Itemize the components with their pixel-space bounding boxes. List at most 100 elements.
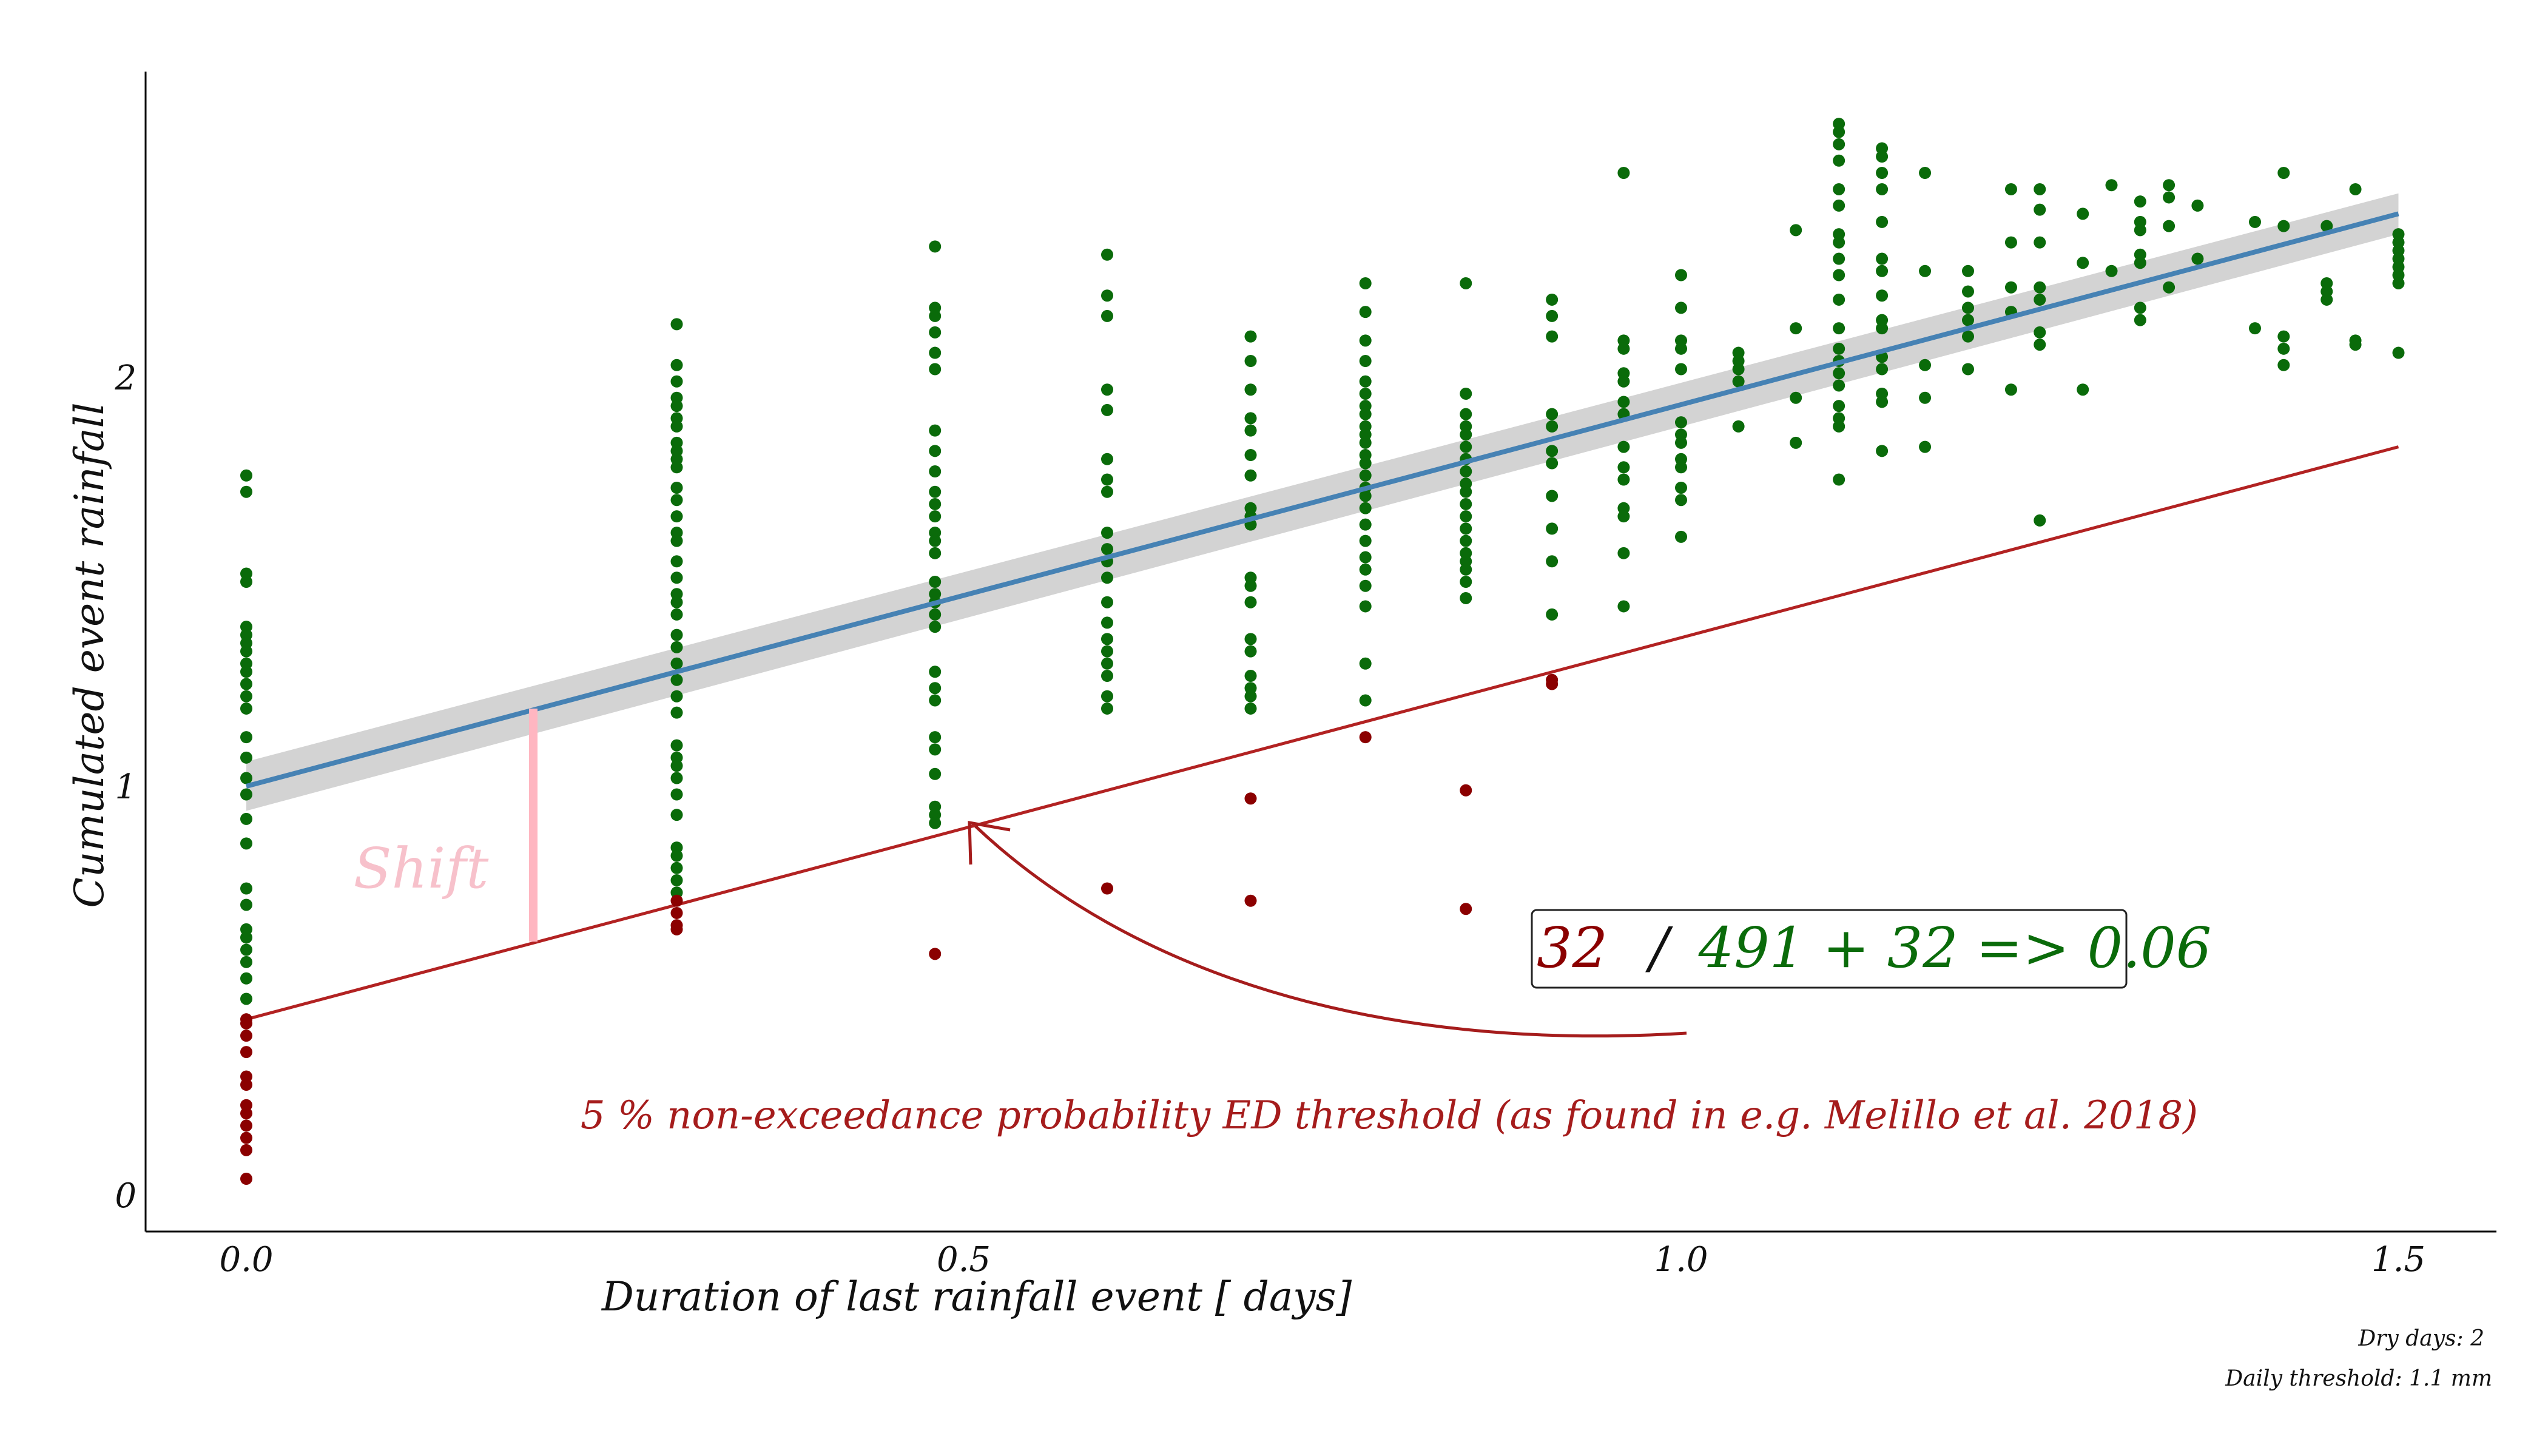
data-point-above-threshold: [1833, 252, 1845, 265]
data-point-above-threshold: [929, 534, 942, 547]
data-point-above-threshold: [1833, 400, 1845, 413]
data-point-above-threshold: [1101, 645, 1113, 658]
data-point-above-threshold: [1732, 375, 1745, 388]
data-point-above-threshold: [2034, 339, 2046, 351]
ratio-numerator: 32: [1537, 915, 1608, 980]
data-point-above-threshold: [1460, 485, 1472, 498]
data-point-above-threshold: [1617, 510, 1630, 523]
data-point-above-threshold: [1675, 363, 1687, 376]
data-point-above-threshold: [670, 690, 683, 703]
data-point-above-threshold: [1876, 167, 1889, 179]
data-point-above-threshold: [1359, 518, 1372, 531]
data-point-above-threshold: [929, 363, 942, 376]
data-point-above-threshold: [670, 461, 683, 474]
data-point-above-threshold: [1833, 236, 1845, 249]
data-point-above-threshold: [1617, 440, 1630, 453]
data-point-above-threshold: [670, 641, 683, 653]
data-point-above-threshold: [1732, 420, 1745, 433]
data-point-above-threshold: [670, 657, 683, 670]
data-point-above-threshold: [1919, 391, 1932, 404]
data-point-above-threshold: [1732, 363, 1745, 376]
data-point-above-threshold: [240, 485, 252, 498]
data-point-above-threshold: [1244, 690, 1257, 703]
data-point-above-threshold: [1460, 277, 1472, 289]
data-point-above-threshold: [240, 772, 252, 784]
data-point-above-threshold: [1962, 363, 1974, 376]
data-point-above-threshold: [1833, 342, 1845, 355]
data-point-above-threshold: [2277, 330, 2290, 343]
data-point-above-threshold: [929, 485, 942, 498]
data-point-above-threshold: [929, 621, 942, 633]
data-point-above-threshold: [2034, 293, 2046, 306]
data-point-above-threshold: [2004, 383, 2017, 396]
data-point-above-threshold: [1101, 289, 1113, 302]
data-point-above-threshold: [1101, 403, 1113, 416]
y-axis-title: Cumulated event rainfall: [66, 402, 113, 908]
data-point-above-threshold: [1460, 534, 1472, 547]
data-point-above-threshold: [2034, 183, 2046, 195]
data-point-above-threshold: [1833, 367, 1845, 380]
data-point-above-threshold: [670, 673, 683, 686]
regression-line: [245, 211, 2399, 789]
data-point-above-threshold: [1876, 289, 1889, 302]
data-point-above-threshold: [1359, 355, 1372, 368]
data-point-above-threshold: [240, 837, 252, 850]
data-point-above-threshold: [1617, 396, 1630, 408]
data-point-above-threshold: [1876, 396, 1889, 408]
data-point-above-threshold: [1833, 199, 1845, 212]
data-point-above-threshold: [1617, 600, 1630, 613]
data-point-above-threshold: [2077, 383, 2089, 396]
data-point-above-threshold: [2034, 236, 2046, 249]
data-point-above-threshold: [1546, 522, 1559, 535]
data-point-above-threshold: [670, 849, 683, 862]
data-point-above-threshold: [1876, 215, 1889, 228]
data-point-below-threshold: [670, 923, 683, 935]
data-point-above-threshold: [2191, 252, 2204, 265]
data-point-above-threshold: [929, 743, 942, 756]
data-point-above-threshold: [2034, 281, 2046, 294]
data-point-above-threshold: [1460, 563, 1472, 576]
data-point-above-threshold: [670, 420, 683, 433]
data-point-above-threshold: [1876, 183, 1889, 195]
data-point-above-threshold: [2105, 179, 2118, 192]
data-point-above-threshold: [2392, 346, 2405, 359]
data-point-above-threshold: [1876, 363, 1889, 376]
data-point-above-threshold: [929, 694, 942, 707]
data-point-above-threshold: [929, 240, 942, 253]
data-point-above-threshold: [929, 608, 942, 621]
data-point-above-threshold: [1359, 375, 1372, 388]
data-point-above-threshold: [1546, 608, 1559, 621]
data-point-above-threshold: [670, 555, 683, 568]
data-point-above-threshold: [1675, 494, 1687, 507]
data-point-above-threshold: [929, 731, 942, 744]
data-point-above-threshold: [1546, 457, 1559, 470]
data-point-above-threshold: [929, 767, 942, 780]
data-point-above-threshold: [1101, 543, 1113, 556]
data-point-above-threshold: [1919, 167, 1932, 179]
data-point-above-threshold: [2249, 215, 2261, 228]
data-point-above-threshold: [2349, 339, 2362, 351]
data-point-above-threshold: [670, 608, 683, 621]
data-point-above-threshold: [929, 817, 942, 829]
data-point-above-threshold: [240, 751, 252, 764]
data-point-above-threshold: [670, 481, 683, 494]
annotation-arrow: [974, 825, 1687, 1038]
x-axis-title: Duration of last rainfall event [ days]: [601, 1273, 1352, 1320]
data-point-above-threshold: [1876, 265, 1889, 277]
data-point-above-threshold: [1833, 473, 1845, 486]
data-point-above-threshold: [1833, 269, 1845, 281]
data-point-above-threshold: [1101, 527, 1113, 539]
data-point-above-threshold: [1244, 424, 1257, 437]
ratio-rest: 491 + 32 => 0.06: [1698, 915, 2212, 980]
data-point-above-threshold: [670, 874, 683, 887]
data-point-above-threshold: [2277, 220, 2290, 232]
data-point-above-threshold: [1359, 600, 1372, 613]
data-point-above-threshold: [1460, 408, 1472, 420]
data-point-above-threshold: [1617, 461, 1630, 474]
data-point-above-threshold: [929, 682, 942, 695]
data-point-above-threshold: [1359, 534, 1372, 547]
threshold-line-path: [246, 445, 2399, 1021]
data-point-above-threshold: [1359, 277, 1372, 289]
data-point-below-threshold: [1546, 673, 1559, 686]
threshold-label: 5 % non-exceedance probability ED thresh…: [581, 1093, 2198, 1138]
